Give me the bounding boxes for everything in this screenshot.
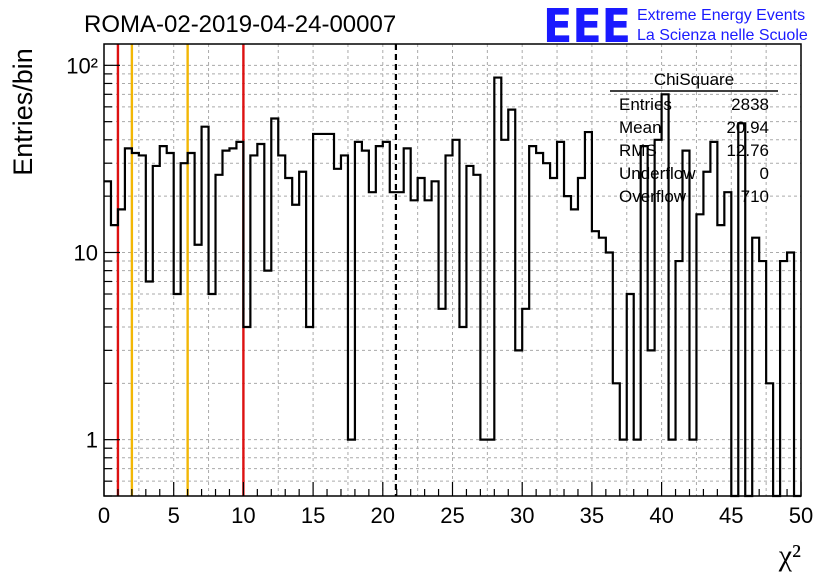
- logo-line-1: Extreme Energy Events: [637, 7, 805, 24]
- stats-title: ChiSquare: [654, 70, 734, 89]
- x-tick-label: 20: [371, 503, 395, 528]
- grid-lines: [104, 44, 801, 497]
- histogram-series-line: [104, 76, 801, 498]
- y-tick-label: 10²: [66, 53, 98, 78]
- eee-logo: EEE: [543, 0, 631, 53]
- x-tick-label: 0: [98, 503, 110, 528]
- y-tick-label: 1: [86, 428, 98, 453]
- y-tick-label: 10: [74, 240, 98, 265]
- x-tick-label: 40: [649, 503, 673, 528]
- stats-label-mean: Mean: [619, 118, 662, 137]
- stats-label-overflow: Overflow: [619, 187, 687, 206]
- stats-label-entries: Entries: [619, 95, 672, 114]
- stats-label-underflow: Underflow: [619, 164, 696, 183]
- x-tick-label: 10: [231, 503, 255, 528]
- x-tick-label: 25: [440, 503, 464, 528]
- stats-value-mean: 20.94: [726, 118, 769, 137]
- axis-ticks: 0 5 10 15 20 25 30 35 40 45 50 1 10 10²: [66, 53, 813, 528]
- x-tick-label: 45: [719, 503, 743, 528]
- chart-title: ROMA-02-2019-04-24-00007: [84, 11, 396, 38]
- stats-box: ChiSquare Entries 2838 Mean 20.94 RMS 12…: [610, 70, 778, 206]
- stats-value-entries: 2838: [731, 95, 769, 114]
- stats-value-underflow: 0: [760, 164, 769, 183]
- x-tick-label: 35: [580, 503, 604, 528]
- x-tick-label: 15: [301, 503, 325, 528]
- x-tick-label: 50: [789, 503, 813, 528]
- y-axis-label: Entries/bin: [8, 48, 38, 176]
- x-tick-label: 30: [510, 503, 534, 528]
- stats-value-rms: 12.76: [726, 141, 769, 160]
- stats-label-rms: RMS: [619, 141, 657, 160]
- x-axis-label: χ²: [778, 539, 801, 572]
- logo-line-2: La Scienza nelle Scuole: [637, 27, 808, 44]
- x-tick-label: 5: [168, 503, 180, 528]
- stats-value-overflow: 710: [741, 187, 769, 206]
